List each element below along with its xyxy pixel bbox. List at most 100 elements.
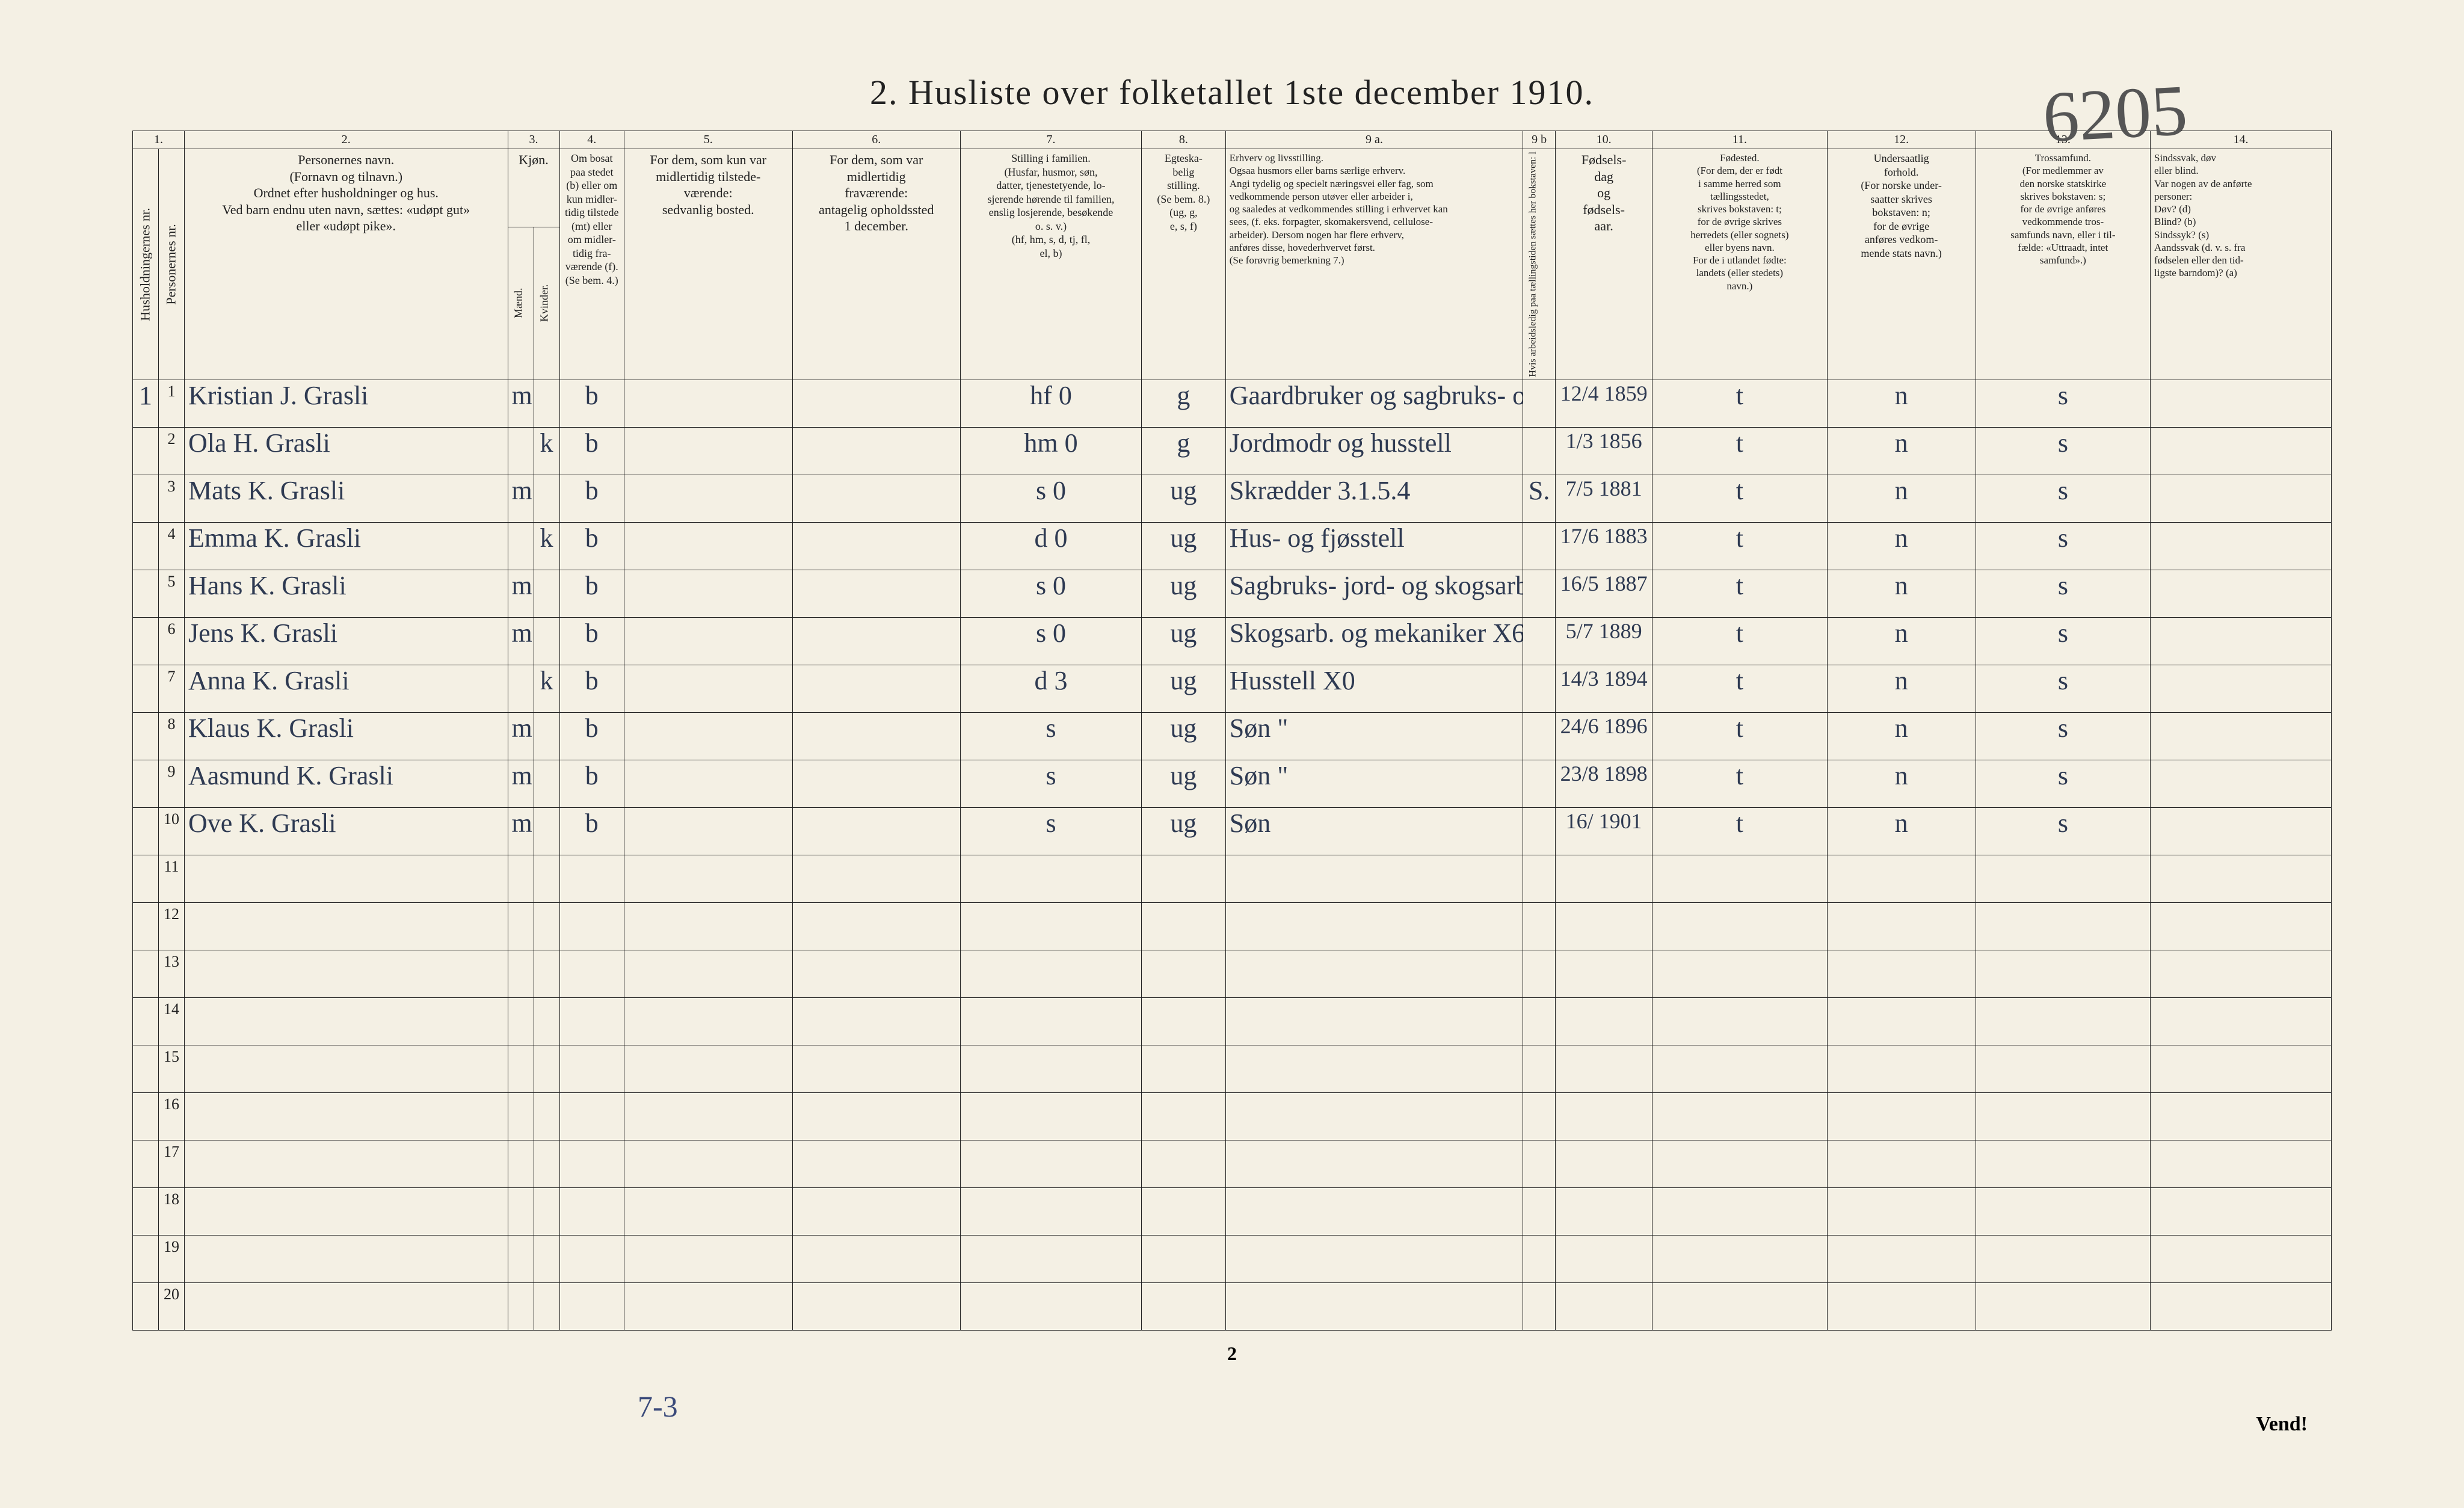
- cell-al: [1523, 570, 1556, 617]
- hdr-sindssvak: Sindssvak, døv eller blind. Var nogen av…: [2151, 149, 2332, 380]
- cell-m: [508, 855, 534, 902]
- cell-egt: ug: [1142, 807, 1226, 855]
- cell-fam: s: [961, 807, 1142, 855]
- cell-erhverv: [1225, 1187, 1523, 1235]
- cell-tros: [1976, 1045, 2150, 1092]
- cell-fr: [792, 1140, 961, 1187]
- cell-egt: [1142, 997, 1226, 1045]
- cell-fr: [792, 617, 961, 665]
- hdr-undersaat: Undersaatlig forhold. (For norske under-…: [1827, 149, 1976, 380]
- cell-fsted: [1652, 997, 1827, 1045]
- cell-k: [534, 1092, 559, 1140]
- hdr-bosat: Om bosat paa stedet (b) eller om kun mid…: [559, 149, 624, 380]
- cell-fr: [792, 1187, 961, 1235]
- cell-k: [534, 1235, 559, 1282]
- sheet-number-handwritten: 6205: [2041, 69, 2190, 159]
- cell-und: n: [1827, 665, 1976, 712]
- cell-m: [508, 1235, 534, 1282]
- hdr-kvinder: Kvinder.: [534, 227, 559, 380]
- colnum-9a: 9 a.: [1225, 131, 1523, 149]
- cell-fam: [961, 1092, 1142, 1140]
- cell-bosat: b: [559, 807, 624, 855]
- cell-und: [1827, 1045, 1976, 1092]
- cell-m: m: [508, 807, 534, 855]
- cell-bosat: [559, 1282, 624, 1330]
- cell-hh: [133, 807, 159, 855]
- cell-k: k: [534, 522, 559, 570]
- cell-name: Ola H. Grasli: [185, 427, 508, 475]
- cell-und: n: [1827, 380, 1976, 427]
- cell-k: [534, 1187, 559, 1235]
- colnum-4: 4.: [559, 131, 624, 149]
- table-body: 11Kristian J. Graslimbhf 0gGaardbruker o…: [133, 380, 2332, 1330]
- cell-tros: [1976, 902, 2150, 950]
- table-row: 20: [133, 1282, 2332, 1330]
- cell-tros: s: [1976, 617, 2150, 665]
- table-row: 9Aasmund K. GraslimbsugSøn "23/8 1898tns: [133, 760, 2332, 807]
- cell-al: [1523, 1092, 1556, 1140]
- table-row: 11Kristian J. Graslimbhf 0gGaardbruker o…: [133, 380, 2332, 427]
- cell-erhverv: [1225, 1045, 1523, 1092]
- cell-bosat: [559, 1092, 624, 1140]
- cell-hh: [133, 1187, 159, 1235]
- cell-hh: [133, 997, 159, 1045]
- cell-erhverv: Jordmodr og husstell: [1225, 427, 1523, 475]
- cell-sind: [2151, 1187, 2332, 1235]
- cell-und: [1827, 855, 1976, 902]
- cell-al: [1523, 1045, 1556, 1092]
- cell-fr: [792, 1045, 961, 1092]
- hdr-kjon: Kjøn.: [508, 149, 559, 227]
- cell-tros: [1976, 1187, 2150, 1235]
- cell-mt: [624, 1045, 793, 1092]
- cell-tros: [1976, 855, 2150, 902]
- hdr-pers-nr: Personernes nr.: [159, 149, 185, 380]
- table-row: 10Ove K. GraslimbsugSøn16/ 1901tns: [133, 807, 2332, 855]
- cell-bosat: b: [559, 617, 624, 665]
- cell-tros: s: [1976, 760, 2150, 807]
- cell-erhverv: Skogsarb. og mekaniker X6: [1225, 617, 1523, 665]
- cell-name: [185, 950, 508, 997]
- cell-fam: hf 0: [961, 380, 1142, 427]
- hdr-fodested: Fødested. (For dem, der er født i samme …: [1652, 149, 1827, 380]
- cell-fdato: 5/7 1889: [1556, 617, 1652, 665]
- cell-pn: 17: [159, 1140, 185, 1187]
- footer-handwritten: 7-3: [638, 1389, 678, 1424]
- cell-bosat: [559, 1187, 624, 1235]
- table-row: 14: [133, 997, 2332, 1045]
- cell-egt: ug: [1142, 665, 1226, 712]
- cell-bosat: [559, 1140, 624, 1187]
- cell-egt: ug: [1142, 617, 1226, 665]
- cell-pn: 4: [159, 522, 185, 570]
- cell-mt: [624, 665, 793, 712]
- cell-erhverv: [1225, 1235, 1523, 1282]
- colnum-11: 11.: [1652, 131, 1827, 149]
- cell-name: [185, 1235, 508, 1282]
- vendi-label: Vend!: [2256, 1413, 2308, 1436]
- cell-mt: [624, 1235, 793, 1282]
- cell-tros: s: [1976, 665, 2150, 712]
- census-sheet: 2. Husliste over folketallet 1ste decemb…: [0, 0, 2464, 1508]
- cell-mt: [624, 950, 793, 997]
- cell-al: [1523, 855, 1556, 902]
- cell-name: Mats K. Grasli: [185, 475, 508, 522]
- cell-pn: 8: [159, 712, 185, 760]
- cell-pn: 11: [159, 855, 185, 902]
- cell-fam: hm 0: [961, 427, 1142, 475]
- cell-egt: [1142, 1045, 1226, 1092]
- table-header: 1. 2. 3. 4. 5. 6. 7. 8. 9 a. 9 b 10. 11.…: [133, 131, 2332, 380]
- cell-k: [534, 712, 559, 760]
- cell-erhverv: Sagbruks- jord- og skogsarb.: [1225, 570, 1523, 617]
- table-row: 18: [133, 1187, 2332, 1235]
- cell-sind: [2151, 1092, 2332, 1140]
- cell-name: [185, 902, 508, 950]
- cell-name: Jens K. Grasli: [185, 617, 508, 665]
- cell-mt: [624, 855, 793, 902]
- cell-fdato: [1556, 950, 1652, 997]
- cell-und: [1827, 1235, 1976, 1282]
- cell-m: [508, 1092, 534, 1140]
- cell-mt: [624, 617, 793, 665]
- cell-hh: [133, 902, 159, 950]
- cell-egt: ug: [1142, 760, 1226, 807]
- cell-fr: [792, 760, 961, 807]
- cell-al: [1523, 1282, 1556, 1330]
